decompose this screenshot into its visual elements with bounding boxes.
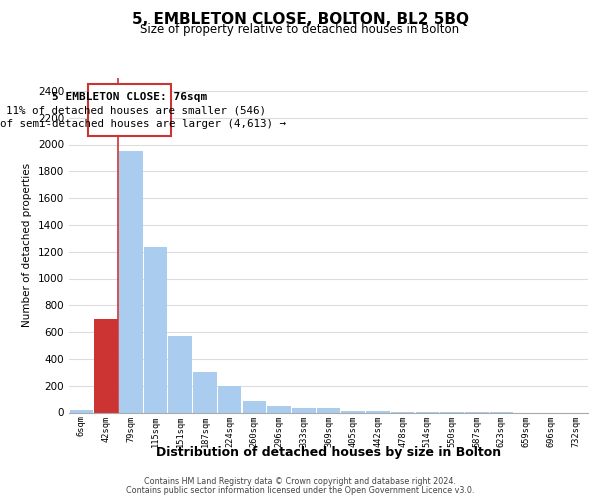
Text: Size of property relative to detached houses in Bolton: Size of property relative to detached ho… [140, 22, 460, 36]
Bar [144, 247, 167, 412]
Text: 5, EMBLETON CLOSE, BOLTON, BL2 5BQ: 5, EMBLETON CLOSE, BOLTON, BL2 5BQ [131, 12, 469, 28]
Text: Distribution of detached houses by size in Bolton: Distribution of detached houses by size … [156, 446, 502, 459]
Bar [292, 408, 316, 412]
Bar [317, 408, 340, 412]
Text: Contains public sector information licensed under the Open Government Licence v3: Contains public sector information licen… [126, 486, 474, 495]
Y-axis label: Number of detached properties: Number of detached properties [22, 163, 32, 327]
Bar [193, 372, 217, 412]
Bar [70, 410, 93, 412]
Bar [268, 406, 291, 412]
Bar [242, 401, 266, 412]
Bar [341, 411, 365, 412]
Text: Contains HM Land Registry data © Crown copyright and database right 2024.: Contains HM Land Registry data © Crown c… [144, 477, 456, 486]
FancyBboxPatch shape [88, 84, 171, 136]
Bar [94, 318, 118, 412]
Text: ← 11% of detached houses are smaller (546): ← 11% of detached houses are smaller (54… [0, 106, 266, 116]
Text: 5 EMBLETON CLOSE: 76sqm: 5 EMBLETON CLOSE: 76sqm [52, 92, 207, 102]
Text: 89% of semi-detached houses are larger (4,613) →: 89% of semi-detached houses are larger (… [0, 119, 286, 129]
Bar [218, 386, 241, 412]
Bar [169, 336, 192, 412]
Bar [119, 151, 143, 412]
